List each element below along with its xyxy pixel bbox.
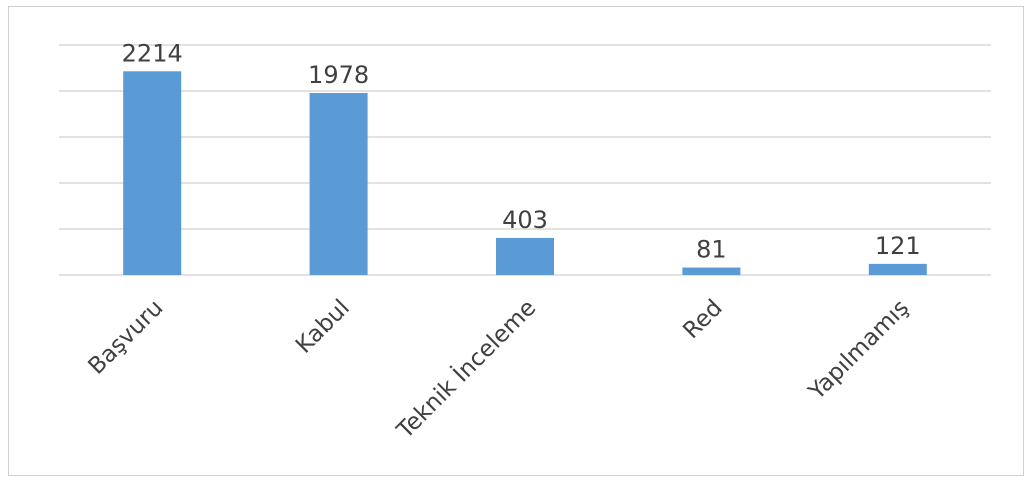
data-label-0: 2214 bbox=[122, 39, 183, 67]
bar-0 bbox=[123, 71, 182, 275]
data-label-3: 81 bbox=[696, 236, 727, 264]
chart-frame: 2214 1978 403 81 121 Başvuru Kabul Teknik İnce… bbox=[8, 6, 1024, 476]
data-label-2: 403 bbox=[502, 206, 548, 234]
gridlines bbox=[59, 44, 991, 276]
data-labels: 2214 1978 403 81 121 bbox=[122, 39, 921, 263]
bar-2 bbox=[496, 237, 554, 275]
data-label-4: 121 bbox=[875, 232, 921, 260]
x-tick-label-0: Başvuru bbox=[84, 295, 169, 380]
bars bbox=[123, 71, 927, 275]
x-tick-label-2: Teknik İnceleme bbox=[390, 293, 541, 444]
x-axis-tick-labels: Başvuru Kabul Teknik İnceleme Red Yapılmamış bbox=[84, 293, 915, 444]
bar-4 bbox=[868, 263, 927, 275]
bar-chart: 2214 1978 403 81 121 Başvuru Kabul Teknik İnce… bbox=[59, 39, 991, 444]
bar-1 bbox=[309, 93, 368, 275]
x-tick-label-4: Yapılmamış bbox=[803, 295, 914, 406]
x-tick-label-3: Red bbox=[678, 295, 727, 344]
data-label-1: 1978 bbox=[308, 61, 369, 89]
x-tick-label-1: Kabul bbox=[291, 295, 355, 359]
bar-3 bbox=[682, 267, 741, 275]
